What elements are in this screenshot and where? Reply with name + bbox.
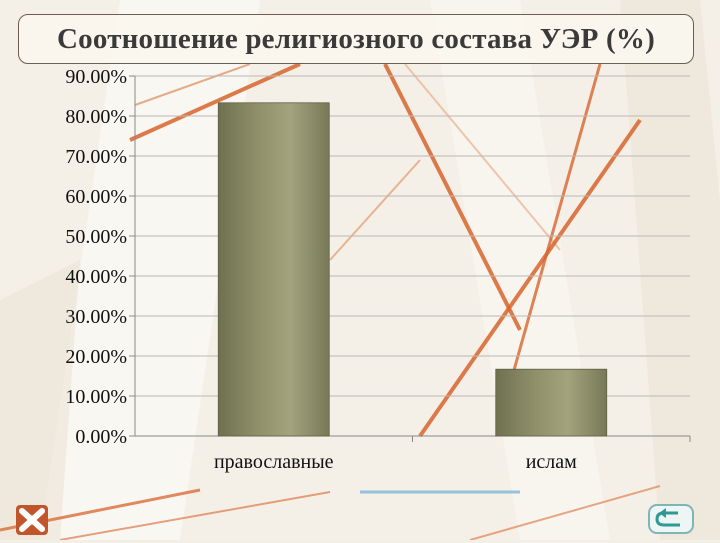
title-box: Соотношение религиозного состава УЭР (%)	[18, 14, 694, 64]
y-tick-label: 90.00%	[65, 66, 127, 88]
bars	[217, 102, 608, 437]
x-cross-icon	[16, 505, 48, 535]
y-tick-labels: 0.00% 10.00% 20.00% 30.00% 40.00% 50.00% 60.00…	[65, 66, 127, 448]
u-turn-arrow-icon	[648, 504, 694, 534]
y-tick-label: 50.00%	[65, 226, 127, 248]
bar-2	[495, 368, 608, 437]
x-category-label: православные	[214, 451, 334, 473]
y-tick-label: 40.00%	[65, 266, 127, 288]
bar-1	[217, 102, 330, 437]
y-tick-label: 20.00%	[65, 346, 127, 368]
y-tick-label: 30.00%	[65, 306, 127, 328]
x-category-labels: православные ислам	[214, 451, 577, 473]
x-category-label: ислам	[526, 451, 577, 473]
y-tick-label: 0.00%	[75, 426, 127, 448]
close-button[interactable]	[12, 502, 52, 538]
y-tick-label: 70.00%	[65, 146, 127, 168]
y-tick-label: 10.00%	[65, 386, 127, 408]
back-button[interactable]	[648, 504, 694, 534]
y-tick-label: 60.00%	[65, 186, 127, 208]
chart-title: Соотношение религиозного состава УЭР (%)	[57, 22, 655, 55]
y-tick-label: 80.00%	[65, 106, 127, 128]
